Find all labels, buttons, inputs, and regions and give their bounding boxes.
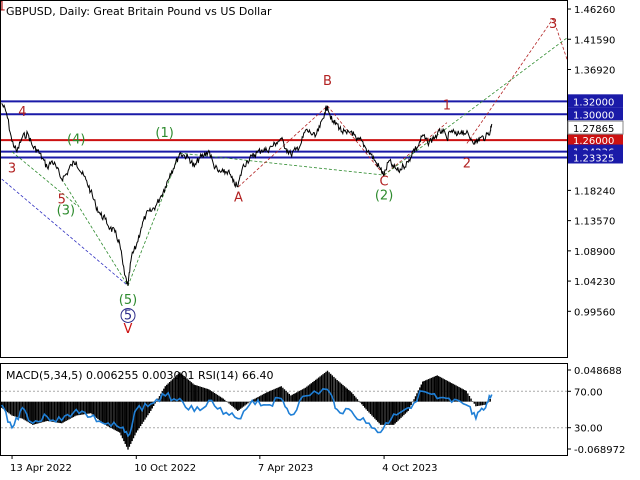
wave-guide-green (61, 178, 129, 287)
wave-label: V (124, 322, 133, 337)
chart-title: GBPUSD, Daily: Great Britain Pound vs US… (6, 5, 272, 18)
rsi-line (1, 388, 493, 438)
main-pane-frame (0, 0, 568, 358)
indicator-pane: MACD(5,34,5) 0.006255 0.003001 RSI(14) 6… (0, 363, 568, 456)
wave-guide-green (11, 151, 77, 206)
time-tick-label: 10 Oct 2022 (134, 463, 196, 474)
time-tick-label: 7 Apr 2023 (258, 463, 313, 474)
wave-label: 1 (443, 99, 451, 114)
level-tag (568, 107, 623, 121)
wave-guide-green (383, 37, 567, 176)
price-line (1, 103, 493, 286)
wave-label: 1 (0, 0, 6, 15)
price-tick-label: 1.08900 (574, 247, 615, 258)
wave-label: (4) (67, 132, 85, 147)
price-axis: 1.46260 1.41590 1.36920 1.32000 1.30000 1.278… (567, 5, 624, 318)
price-tick-label: 1.46260 (574, 5, 615, 16)
wave-label: 2 (463, 156, 471, 171)
wave-label: C (380, 174, 389, 189)
level-tag (568, 150, 623, 164)
price-tick-label: 1.36920 (574, 65, 615, 76)
level-label: 1.32000 (573, 97, 614, 108)
indicator-pane-content (1, 370, 567, 450)
indicator-tick-label: 70.00 (574, 387, 603, 398)
indicator-tick-label: 30.00 (574, 424, 603, 435)
level-label: 1.23325 (573, 153, 614, 164)
level-tag (568, 94, 623, 108)
level-tag (568, 133, 623, 147)
time-axis: 13 Apr 2022 10 Oct 2022 7 Apr 2023 4 Oct 20… (10, 455, 438, 474)
time-tick-label: 13 Apr 2022 (10, 463, 72, 474)
wave-label: 5 (58, 193, 66, 208)
wave-label: B (323, 74, 332, 89)
time-tick-label: 4 Oct 2023 (382, 463, 437, 474)
wave-guide-red (552, 18, 567, 60)
wave-label: A (234, 191, 243, 206)
price-tick-label: 1.13570 (574, 217, 615, 228)
price-tick-label: 1.41590 (574, 35, 615, 46)
wave-guide-green (127, 152, 181, 286)
wave-guide-red (238, 105, 328, 188)
level-label: 1.26000 (573, 136, 614, 147)
indicator-tick-label: 0.048688 (574, 366, 622, 377)
indicator-axis: 0.048688 70.00 30.00 -0.068972 (567, 366, 625, 456)
wave-label: (5) (119, 293, 137, 308)
indicator-tick-label: -0.068972 (574, 445, 625, 456)
wave-label: 4 (18, 105, 26, 120)
wave-label: (3) (57, 204, 75, 219)
wave-label: 3 (8, 162, 16, 177)
wave-guide-blue (1, 178, 129, 287)
current-price-tag (567, 120, 624, 135)
wave-guide-green (179, 152, 385, 176)
price-tick-label: 1.18240 (574, 186, 615, 197)
wave-label-circle (120, 307, 136, 323)
wave-label: (1) (155, 126, 173, 141)
wave-label: (2) (375, 189, 393, 204)
level-label: 1.30000 (573, 110, 614, 121)
wave-label: 3 (549, 17, 557, 32)
indicator-title: MACD(5,34,5) 0.006255 0.003001 RSI(14) 6… (6, 369, 273, 382)
price-tick-label: 0.99560 (574, 307, 615, 318)
wave-label: 5 (124, 308, 132, 323)
current-price-label: 1.27865 (573, 124, 614, 135)
price-tick-label: 1.04230 (574, 277, 615, 288)
